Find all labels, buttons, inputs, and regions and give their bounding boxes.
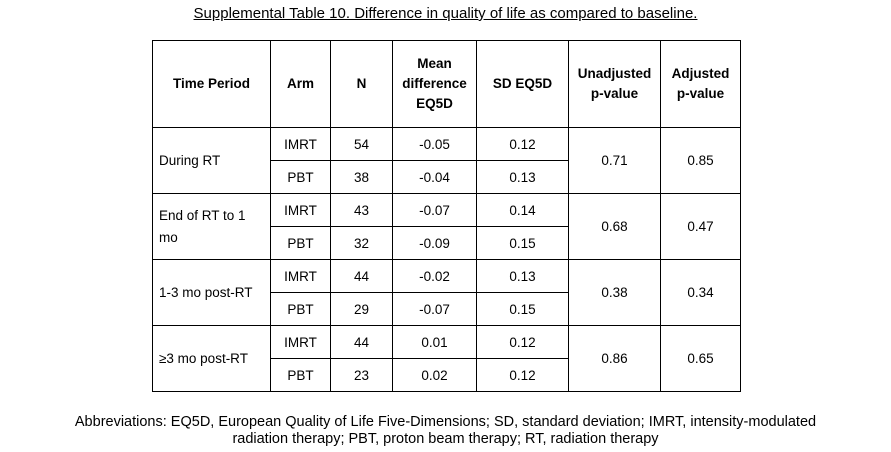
mean-difference-cell: -0.09 (392, 226, 477, 260)
sd-cell: 0.14 (476, 193, 569, 227)
n-cell: 38 (330, 160, 393, 194)
unadjusted-p-cell: 0.71 (568, 127, 661, 194)
adjusted-p-cell: 0.85 (660, 127, 741, 194)
mean-difference-cell: -0.04 (392, 160, 477, 194)
n-cell: 29 (330, 292, 393, 326)
quality-of-life-table: Time Period Arm N Mean difference EQ5D S… (152, 40, 741, 392)
header-adjusted-p: Adjusted p-value (660, 40, 741, 128)
table-row: PBT 29 -0.07 0.15 (153, 292, 741, 326)
sd-cell: 0.13 (476, 259, 569, 293)
time-period-cell: End of RT to 1 mo (152, 193, 271, 260)
n-cell: 54 (330, 127, 393, 161)
header-time-period: Time Period (152, 40, 271, 128)
header-adjusted-line-2: p-value (676, 86, 725, 101)
header-mean-line-2: difference (402, 76, 467, 91)
sd-cell: 0.12 (476, 127, 569, 161)
table-row: PBT 23 0.02 0.12 (153, 358, 741, 392)
time-period-line-1: 1-3 mo post-RT (159, 284, 253, 300)
n-cell: 43 (330, 193, 393, 227)
header-n: N (330, 40, 393, 128)
time-period-cell: 1-3 mo post-RT (152, 259, 271, 326)
adjusted-p-cell: 0.34 (660, 259, 741, 326)
sd-cell: 0.15 (476, 226, 569, 260)
table-title: Supplemental Table 10. Difference in qua… (193, 5, 698, 22)
adjusted-p-cell: 0.47 (660, 193, 741, 260)
arm-cell: IMRT (270, 127, 331, 161)
sd-cell: 0.12 (476, 325, 569, 359)
mean-difference-cell: -0.07 (392, 292, 477, 326)
n-cell: 44 (330, 325, 393, 359)
arm-cell: PBT (270, 292, 331, 326)
header-arm: Arm (270, 40, 331, 128)
abbreviations-line-2: radiation therapy; PBT, proton beam ther… (232, 431, 659, 447)
unadjusted-p-cell: 0.38 (568, 259, 661, 326)
header-mean-line-3: EQ5D (416, 96, 453, 111)
header-row: Time Period Arm N Mean difference EQ5D S… (152, 40, 741, 128)
time-period-line-2: mo (159, 229, 178, 245)
time-period-line-1: During RT (159, 152, 221, 168)
header-mean-line-1: Mean (417, 56, 452, 71)
table-row: PBT 32 -0.09 0.15 (153, 226, 741, 260)
header-adjusted-line-1: Adjusted (671, 66, 730, 81)
unadjusted-p-cell: 0.86 (568, 325, 661, 392)
arm-cell: PBT (270, 358, 331, 392)
arm-cell: PBT (270, 226, 331, 260)
sd-cell: 0.13 (476, 160, 569, 194)
time-period-cell: ≥3 mo post-RT (152, 325, 271, 392)
arm-cell: IMRT (270, 259, 331, 293)
header-mean-difference: Mean difference EQ5D (392, 40, 477, 128)
time-period-line-1: End of RT to 1 (159, 207, 246, 223)
time-period-line-1: ≥3 mo post-RT (159, 350, 248, 366)
adjusted-p-cell: 0.65 (660, 325, 741, 392)
arm-cell: IMRT (270, 325, 331, 359)
table-row: 1-3 mo post-RT IMRT 44 -0.02 0.13 0.38 0… (152, 259, 741, 326)
header-unadjusted-line-2: p-value (590, 86, 639, 101)
header-unadjusted-p: Unadjusted p-value (568, 40, 661, 128)
n-cell: 32 (330, 226, 393, 260)
table-row: PBT 38 -0.04 0.13 (153, 160, 741, 194)
arm-cell: PBT (270, 160, 331, 194)
mean-difference-cell: 0.02 (392, 358, 477, 392)
sd-cell: 0.15 (476, 292, 569, 326)
n-cell: 44 (330, 259, 393, 293)
time-period-cell: During RT (152, 127, 271, 194)
abbreviations-line-1: Abbreviations: EQ5D, European Quality of… (74, 414, 817, 430)
mean-difference-cell: -0.05 (392, 127, 477, 161)
header-sd: SD EQ5D (476, 40, 569, 128)
sd-cell: 0.12 (476, 358, 569, 392)
mean-difference-cell: -0.07 (392, 193, 477, 227)
arm-cell: IMRT (270, 193, 331, 227)
abbreviations-footnote: Abbreviations: EQ5D, European Quality of… (0, 414, 891, 448)
table-row: ≥3 mo post-RT IMRT 44 0.01 0.12 0.86 0.6… (152, 325, 741, 392)
n-cell: 23 (330, 358, 393, 392)
header-unadjusted-line-1: Unadjusted (577, 66, 652, 81)
mean-difference-cell: 0.01 (392, 325, 477, 359)
table-row: End of RT to 1 mo IMRT 43 -0.07 0.14 0.6… (152, 193, 741, 260)
table-row: During RT IMRT 54 -0.05 0.12 0.71 0.85 (152, 127, 741, 194)
unadjusted-p-cell: 0.68 (568, 193, 661, 260)
mean-difference-cell: -0.02 (392, 259, 477, 293)
